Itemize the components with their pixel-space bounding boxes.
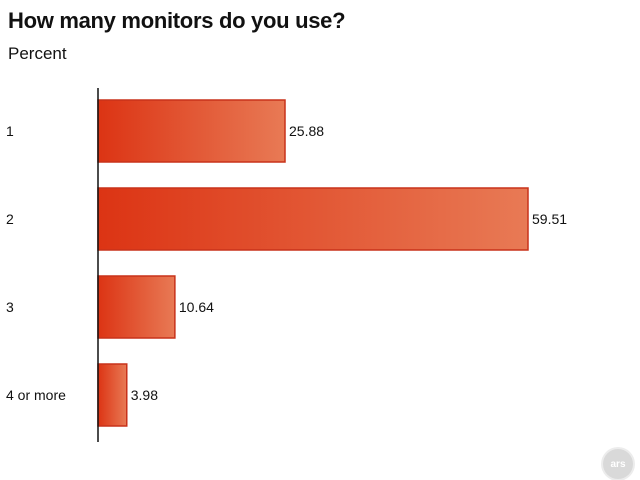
chart-title: How many monitors do you use?: [8, 8, 346, 33]
bar-1: [97, 99, 286, 163]
bar-3: [97, 275, 176, 339]
category-label-3: 3: [6, 299, 14, 315]
ars-logo-watermark: ars: [603, 449, 633, 479]
category-label-4-or-more: 4 or more: [6, 387, 66, 403]
bars-group: 1 25.88 2 59.51 3 10.64 4 or more 3.98: [6, 99, 567, 427]
value-label-1: 25.88: [289, 123, 324, 139]
chart-subtitle: Percent: [8, 44, 67, 63]
category-label-1: 1: [6, 123, 14, 139]
value-label-2: 59.51: [532, 211, 567, 227]
bar-4-or-more: [97, 363, 128, 427]
bar-2: [97, 187, 529, 251]
value-label-3: 10.64: [179, 299, 214, 315]
category-label-2: 2: [6, 211, 14, 227]
value-label-4-or-more: 3.98: [131, 387, 158, 403]
